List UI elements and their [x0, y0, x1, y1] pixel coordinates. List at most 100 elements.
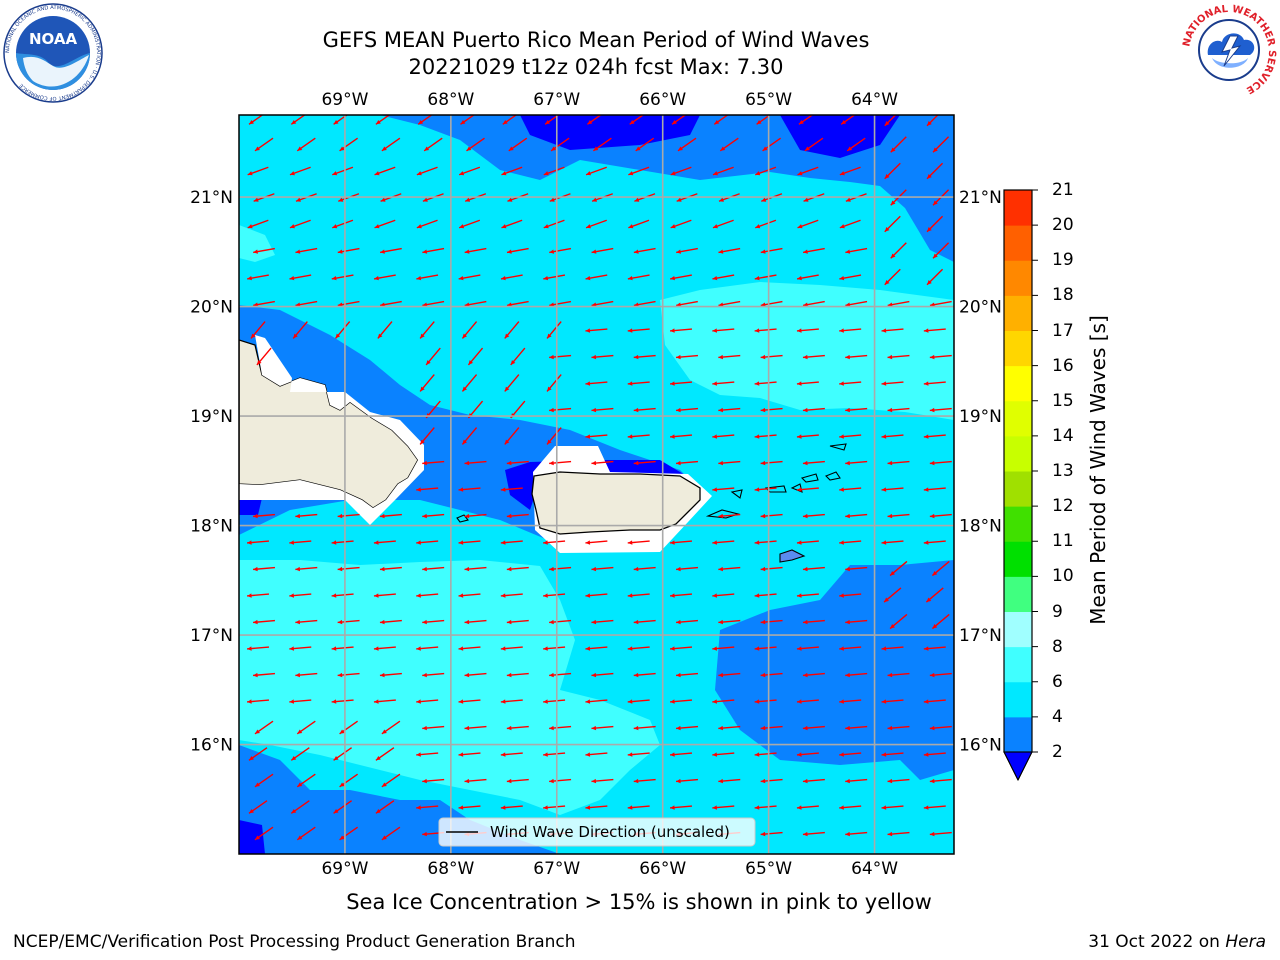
wind-arrow — [931, 613, 950, 630]
wind-arrow — [845, 460, 868, 466]
wind-arrow — [712, 166, 734, 176]
wind-arrow — [881, 540, 904, 545]
wind-arrow — [633, 725, 656, 731]
wind-arrow — [754, 434, 777, 439]
wind-arrow — [506, 300, 529, 307]
wind-arrow — [295, 566, 318, 572]
bottom-lon-label: 65°W — [745, 859, 792, 879]
wind-arrow — [333, 115, 349, 125]
footer-credit: NCEP/EMC/Verification Post Processing Pr… — [13, 932, 576, 952]
wind-arrow — [289, 540, 312, 545]
island-tortola — [800, 473, 819, 483]
right-lat-label: 17°N — [959, 626, 1002, 646]
wind-arrow — [289, 699, 312, 704]
wind-arrow — [331, 699, 354, 704]
wind-arrow — [458, 274, 481, 281]
wind-arrow — [845, 354, 868, 360]
wind-arrow — [422, 513, 445, 519]
wind-arrow — [549, 460, 572, 466]
wind-arrow — [375, 115, 391, 125]
wind-arrow — [591, 247, 614, 254]
wind-arrow — [458, 752, 481, 757]
wind-arrow — [796, 487, 819, 492]
wind-arrow — [591, 300, 614, 307]
wind-arrow — [712, 274, 735, 281]
wind-arrow — [754, 752, 777, 757]
wind-arrow — [339, 826, 359, 841]
colorbar-segment — [1004, 611, 1032, 648]
wind-arrow — [585, 646, 608, 651]
wind-arrow — [760, 778, 783, 784]
wind-arrow — [425, 347, 441, 366]
wind-arrow — [929, 672, 952, 678]
wind-arrow — [670, 219, 692, 229]
wind-arrow — [712, 805, 735, 810]
wind-arrow — [467, 347, 484, 366]
wind-arrow — [458, 805, 481, 810]
wind-arrow — [543, 219, 565, 229]
wind-arrow — [504, 427, 520, 445]
wind-arrow — [629, 115, 645, 125]
wind-arrow — [760, 247, 783, 254]
wind-arrow — [422, 778, 445, 784]
wind-arrow — [373, 646, 396, 651]
colorbar-segment — [1004, 225, 1032, 261]
wind-arrow — [506, 566, 529, 572]
wind-arrow — [633, 354, 656, 360]
wind-arrow — [712, 487, 735, 492]
wind-arrow — [796, 805, 819, 810]
wind-arrow — [464, 460, 487, 466]
wind-arrow — [796, 593, 819, 598]
wind-arrow — [804, 137, 824, 152]
wind-arrow — [802, 831, 825, 837]
wind-arrow — [932, 136, 950, 153]
wind-arrow — [254, 826, 274, 841]
wind-arrow — [500, 646, 523, 651]
wind-arrow — [881, 434, 904, 439]
wind-arrow — [331, 593, 354, 598]
right-lat-label: 19°N — [959, 407, 1002, 427]
wind-arrow — [375, 747, 395, 761]
wind-arrow — [591, 725, 614, 731]
wind-arrow — [416, 274, 439, 281]
wind-arrow — [585, 219, 607, 229]
colorbar-tick-label: 12 — [1052, 496, 1074, 517]
colorbar-segment — [1004, 576, 1032, 612]
wind-arrow — [718, 247, 741, 254]
wind-arrow — [508, 137, 528, 152]
chart-subtitle: 20221029 t12z 024h fcst Max: 7.30 — [408, 55, 784, 79]
wind-arrow — [754, 805, 777, 810]
wind-arrow — [500, 805, 523, 810]
wind-arrow — [585, 540, 608, 545]
wind-arrow — [289, 646, 312, 651]
wind-arrow — [845, 619, 868, 625]
wind-arrow — [337, 247, 360, 254]
wind-arrow — [543, 752, 566, 757]
bottom-lon-label: 69°W — [321, 859, 368, 879]
wind-arrow — [669, 646, 693, 651]
colorbar-segment — [1004, 330, 1032, 367]
wind-arrow — [929, 831, 952, 837]
colorbar-tick-label: 11 — [1052, 531, 1074, 552]
wind-arrow — [845, 247, 868, 254]
wind-arrow — [845, 672, 868, 678]
wind-arrow — [923, 434, 946, 439]
wind-arrow — [881, 805, 904, 810]
wind-arrow — [887, 460, 910, 466]
wind-arrow — [331, 540, 354, 545]
bottom-lon-label: 67°W — [533, 859, 580, 879]
wind-arrow — [923, 487, 946, 492]
wind-arrow — [337, 566, 360, 572]
wind-arrow — [339, 720, 359, 735]
wind-arrow — [543, 540, 566, 545]
wind-arrow — [419, 374, 435, 392]
legend-text: Wind Wave Direction (unscaled) — [490, 823, 730, 841]
wind-arrow — [627, 274, 650, 281]
wind-arrow — [416, 166, 438, 176]
wind-arrow — [339, 137, 359, 152]
wind-arrow — [464, 619, 487, 625]
wind-arrow — [669, 328, 693, 333]
wind-arrow — [881, 487, 904, 492]
wind-arrow — [458, 540, 481, 545]
